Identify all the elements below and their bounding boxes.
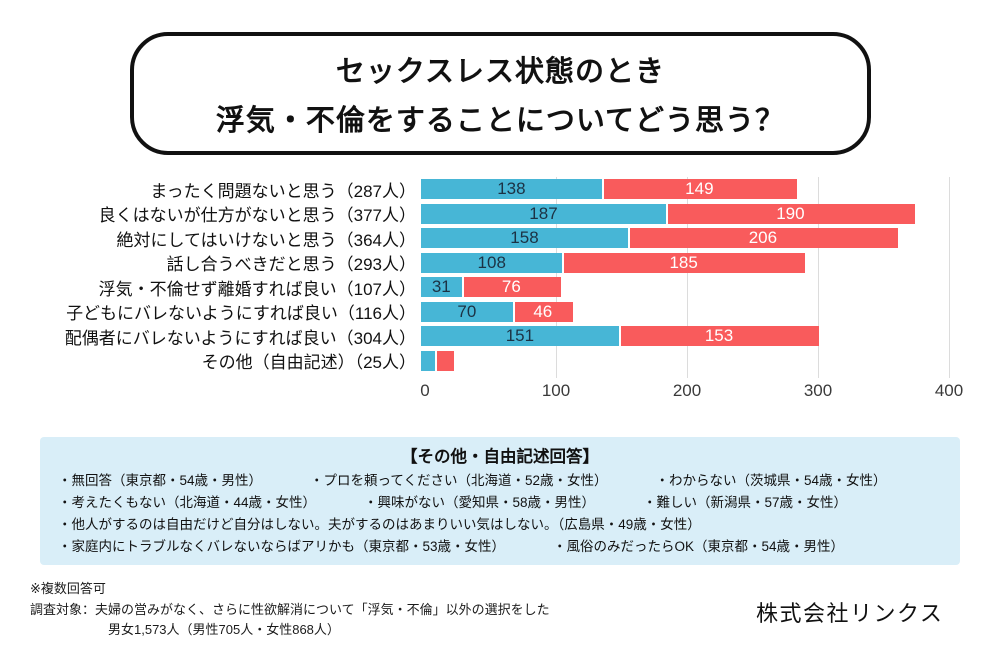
company-name: 株式会社リンクス (756, 601, 944, 626)
response-item: ・難しい（新潟県・57歳・女性） (643, 495, 848, 510)
bar-segment-blue: 138 (421, 179, 602, 200)
chart-row: まったく問題ないと思う（287人） 138 149 (0, 177, 1000, 202)
bar-value-label: 190 (776, 203, 805, 223)
bar-value-label: 185 (669, 252, 698, 272)
bar-track: 158 206 (421, 228, 945, 249)
chart-row: 子どもにバレないようにすれば良い（116人） 70 46 (0, 300, 1000, 325)
title-box: セックスレス状態のとき 浮気・不倫をすることについてどう思う？ (130, 32, 871, 155)
x-axis-tick-label: 100 (541, 381, 571, 400)
response-item: ・無回答（東京都・54歳・男性） (58, 473, 263, 488)
x-axis-tick-label: 200 (672, 381, 702, 400)
bar-segment-blue: 70 (421, 301, 513, 322)
bar-track: 138 149 (421, 179, 945, 200)
chart-rows: まったく問題ないと思う（287人） 138 149 良くはないが仕方がないと思う（37… (0, 177, 1000, 373)
response-item: ・興味がない（愛知県・58歳・男性） (364, 495, 596, 510)
x-axis-tick-label: 400 (934, 381, 964, 400)
bar-value-label: 70 (457, 301, 477, 321)
bar-segment-red: 185 (562, 252, 805, 273)
gridline-300 (818, 177, 819, 378)
bar-segment-red: 206 (627, 228, 898, 249)
bar-track: 31 76 (421, 277, 945, 298)
response-item: ・他人がするのは自由だけど自分はしない。夫がするのはあまりいい気はしない。（広島… (58, 517, 701, 532)
bar-value-label: 158 (510, 228, 539, 248)
response-item: ・家庭内にトラブルなくバレないならばアリかも（東京都・53歳・女性） (58, 539, 506, 554)
other-responses-lines: ・無回答（東京都・54歳・男性） ・プロを頼ってください（北海道・52歳・女性） ・… (58, 470, 942, 558)
bar-segment-red: 76 (461, 277, 562, 298)
bar-value-label: 149 (685, 179, 714, 199)
response-item: ・プロを頼ってください（北海道・52歳・女性） (310, 473, 608, 488)
bar-segment-blue: 187 (421, 203, 666, 224)
bar-segment-blue: 31 (421, 277, 462, 298)
chart-row: その他（自由記述）（25人） (0, 349, 1000, 374)
bar-segment-blue: 151 (421, 326, 619, 347)
response-item: ・風俗のみだったらOK（東京都・54歳・男性） (553, 539, 845, 554)
bar-segment-blue: 158 (421, 228, 628, 249)
response-line: ・家庭内にトラブルなくバレないならばアリかも（東京都・53歳・女性） ・風俗のみだ… (58, 536, 942, 558)
bar-value-label: 153 (704, 326, 734, 346)
x-axis-tick-label: 300 (803, 381, 833, 400)
bar-value-label: 206 (748, 228, 778, 248)
chart-row: 浮気・不倫せず離婚すれば良い（107人） 31 76 (0, 275, 1000, 300)
bar-track: 151 153 (421, 326, 945, 347)
bar-value-label: 31 (431, 277, 451, 297)
chart-row: 配偶者にバレないようにすれば良い（304人） 151 153 (0, 324, 1000, 349)
bar-value-label: 108 (477, 252, 506, 272)
bar-segment-red: 149 (601, 179, 797, 200)
footnote-multiple-answers: ※複数回答可 (30, 581, 106, 596)
title-line-1: セックスレス状態のとき (335, 56, 666, 88)
response-line: ・無回答（東京都・54歳・男性） ・プロを頼ってください（北海道・52歳・女性） ・… (58, 470, 942, 492)
bar-segment-red: 153 (618, 326, 820, 347)
category-label: 良くはないが仕方がないと思う（377人） (98, 206, 416, 226)
bar-segment-blue: 108 (421, 252, 563, 273)
chart-row: 良くはないが仕方がないと思う（377人） 187 190 (0, 202, 1000, 227)
footnote-survey-target: 調査対象：夫婦の営みがなく、さらに性欲解消について「浮気・不倫」以外の選択をした (30, 601, 550, 617)
gridline-200 (687, 177, 688, 378)
chart-row: 話し合うべきだと思う（293人） 108 185 (0, 251, 1000, 276)
bar-segment-red (435, 350, 454, 371)
bar-track: 108 185 (421, 252, 945, 273)
other-responses-header: 【その他・自由記述回答】 (401, 448, 599, 466)
category-label: 浮気・不倫せず離婚すれば良い（107人） (98, 279, 416, 299)
category-label: 配偶者にバレないようにすれば良い（304人） (64, 328, 416, 348)
bar-value-label: 76 (501, 277, 521, 297)
chart-row: 絶対にしてはいけないと思う（364人） 158 206 (0, 226, 1000, 251)
x-axis-tick-label: 0 (420, 381, 430, 400)
bar-segment-red: 46 (512, 301, 573, 322)
bar-segment-blue (421, 350, 436, 371)
category-label: 絶対にしてはいけないと思う（364人） (116, 230, 416, 250)
bar-track: 70 46 (421, 301, 945, 322)
response-line: ・他人がするのは自由だけど自分はしない。夫がするのはあまりいい気はしない。（広島… (58, 514, 942, 536)
category-label: 子どもにバレないようにすれば良い（116人） (66, 304, 416, 324)
category-label: 話し合うべきだと思う（293人） (166, 255, 416, 275)
footnotes: ※複数回答可 調査対象：夫婦の営みがなく、さらに性欲解消について「浮気・不倫」以… (30, 579, 550, 641)
stacked-bar-chart: まったく問題ないと思う（287人） 138 149 良くはないが仕方がないと思う（37… (0, 177, 1000, 407)
bar-value-label: 138 (497, 179, 526, 199)
response-line: ・考えたくもない（北海道・44歳・女性） ・興味がない（愛知県・58歳・男性） ・難… (58, 492, 942, 514)
bar-value-label: 187 (529, 203, 558, 223)
bar-value-label: 46 (533, 301, 553, 321)
category-label: まったく問題ないと思う（287人） (150, 181, 416, 201)
bar-track (421, 350, 945, 371)
bar-track: 187 190 (421, 203, 945, 224)
bar-segment-red: 190 (665, 203, 915, 224)
other-responses-box: 【その他・自由記述回答】 ・無回答（東京都・54歳・男性） ・プロを頼ってください… (40, 437, 960, 565)
chart-x-axis: 0 100 200 300 400 (420, 379, 963, 403)
response-item: ・わからない（茨城県・54歳・女性） (655, 473, 887, 488)
bar-value-label: 151 (505, 326, 535, 346)
category-label: その他（自由記述）（25人） (201, 353, 416, 373)
title-line-2: 浮気・不倫をすることについてどう思う？ (215, 105, 786, 137)
gridline-400 (949, 177, 950, 378)
footnote-survey-target-continued: 男女1,573人（男性705人・女性868人） (108, 622, 340, 637)
response-item: ・考えたくもない（北海道・44歳・女性） (58, 495, 317, 510)
